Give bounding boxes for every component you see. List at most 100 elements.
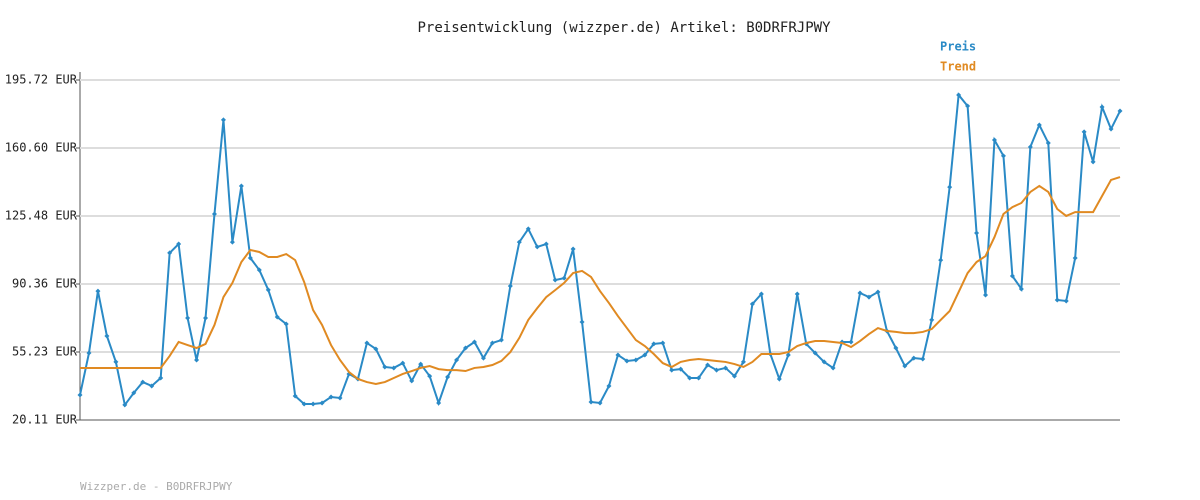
y-tick-label: 125.48 EUR bbox=[5, 208, 78, 222]
point-marker bbox=[866, 294, 872, 300]
point-marker bbox=[328, 394, 334, 400]
point-marker bbox=[1063, 298, 1069, 304]
point-marker bbox=[911, 355, 917, 361]
point-marker bbox=[749, 301, 755, 307]
point-marker bbox=[633, 357, 639, 363]
point-marker bbox=[857, 290, 863, 296]
point-marker bbox=[149, 383, 155, 389]
point-marker bbox=[974, 230, 980, 236]
point-marker bbox=[1090, 159, 1096, 165]
point-marker bbox=[265, 287, 271, 293]
point-marker bbox=[131, 390, 137, 396]
point-marker bbox=[211, 211, 217, 217]
point-marker bbox=[489, 340, 495, 346]
point-marker bbox=[606, 383, 612, 389]
point-marker bbox=[893, 345, 899, 351]
point-marker bbox=[821, 359, 827, 365]
point-marker bbox=[498, 337, 504, 343]
point-marker bbox=[86, 350, 92, 356]
point-marker bbox=[651, 341, 657, 347]
point-marker bbox=[292, 393, 298, 399]
point-marker bbox=[427, 373, 433, 379]
point-marker bbox=[687, 375, 693, 381]
point-marker bbox=[660, 340, 666, 346]
point-marker bbox=[454, 357, 460, 363]
point-marker bbox=[507, 283, 513, 289]
point-marker bbox=[902, 363, 908, 369]
legend-label: Preis bbox=[940, 40, 976, 54]
point-marker bbox=[705, 362, 711, 368]
series-line bbox=[80, 176, 1121, 386]
point-marker bbox=[965, 103, 971, 109]
point-marker bbox=[678, 366, 684, 372]
point-marker bbox=[256, 267, 262, 273]
point-marker bbox=[776, 376, 782, 382]
point-marker bbox=[731, 373, 737, 379]
point-marker bbox=[1018, 286, 1024, 292]
point-marker bbox=[714, 367, 720, 373]
point-marker bbox=[624, 358, 630, 364]
point-marker bbox=[920, 356, 926, 362]
point-marker bbox=[794, 291, 800, 297]
point-marker bbox=[77, 392, 83, 398]
point-marker bbox=[991, 137, 997, 143]
point-marker bbox=[373, 346, 379, 352]
point-marker bbox=[642, 352, 648, 358]
point-marker bbox=[319, 400, 325, 406]
point-marker bbox=[220, 117, 226, 123]
point-marker bbox=[418, 361, 424, 367]
point-marker bbox=[445, 374, 451, 380]
point-marker bbox=[1054, 297, 1060, 303]
point-marker bbox=[543, 241, 549, 247]
y-tick-label: 55.23 EUR bbox=[12, 345, 78, 359]
point-marker bbox=[238, 183, 244, 189]
point-marker bbox=[579, 319, 585, 325]
point-marker bbox=[696, 375, 702, 381]
point-marker bbox=[1000, 153, 1006, 159]
point-marker bbox=[463, 345, 469, 351]
point-marker bbox=[104, 333, 110, 339]
y-tick-label: 160.60 EUR bbox=[5, 140, 78, 154]
point-marker bbox=[938, 257, 944, 263]
y-tick-label: 90.36 EUR bbox=[12, 276, 78, 290]
chart-title: Preisentwicklung (wizzper.de) Artikel: B… bbox=[417, 20, 831, 36]
point-marker bbox=[929, 317, 935, 323]
point-marker bbox=[122, 402, 128, 408]
point-marker bbox=[203, 315, 209, 321]
point-marker bbox=[400, 360, 406, 366]
point-marker bbox=[561, 275, 567, 281]
point-marker bbox=[247, 255, 253, 261]
point-marker bbox=[337, 395, 343, 401]
point-marker bbox=[588, 399, 594, 405]
point-marker bbox=[113, 359, 119, 365]
point-marker bbox=[723, 365, 729, 371]
point-marker bbox=[301, 401, 307, 407]
point-marker bbox=[1036, 122, 1042, 128]
point-marker bbox=[758, 291, 764, 297]
point-marker bbox=[740, 359, 746, 365]
point-marker bbox=[436, 400, 442, 406]
point-marker bbox=[534, 244, 540, 250]
y-tick-label: 20.11 EUR bbox=[12, 413, 78, 427]
point-marker bbox=[516, 239, 522, 245]
point-marker bbox=[140, 379, 146, 385]
point-marker bbox=[176, 241, 182, 247]
point-marker bbox=[597, 400, 603, 406]
point-marker bbox=[1099, 104, 1105, 110]
point-marker bbox=[570, 246, 576, 252]
point-marker bbox=[364, 340, 370, 346]
point-marker bbox=[167, 250, 173, 256]
point-marker bbox=[194, 357, 200, 363]
point-marker bbox=[274, 314, 280, 320]
point-marker bbox=[382, 364, 388, 370]
point-marker bbox=[391, 365, 397, 371]
y-tick-label: 195.72 EUR bbox=[5, 73, 78, 87]
point-marker bbox=[471, 339, 477, 345]
legend-label: Trend bbox=[940, 60, 976, 74]
point-marker bbox=[615, 352, 621, 358]
point-marker bbox=[812, 350, 818, 356]
point-marker bbox=[1045, 140, 1051, 146]
point-marker bbox=[525, 226, 531, 232]
